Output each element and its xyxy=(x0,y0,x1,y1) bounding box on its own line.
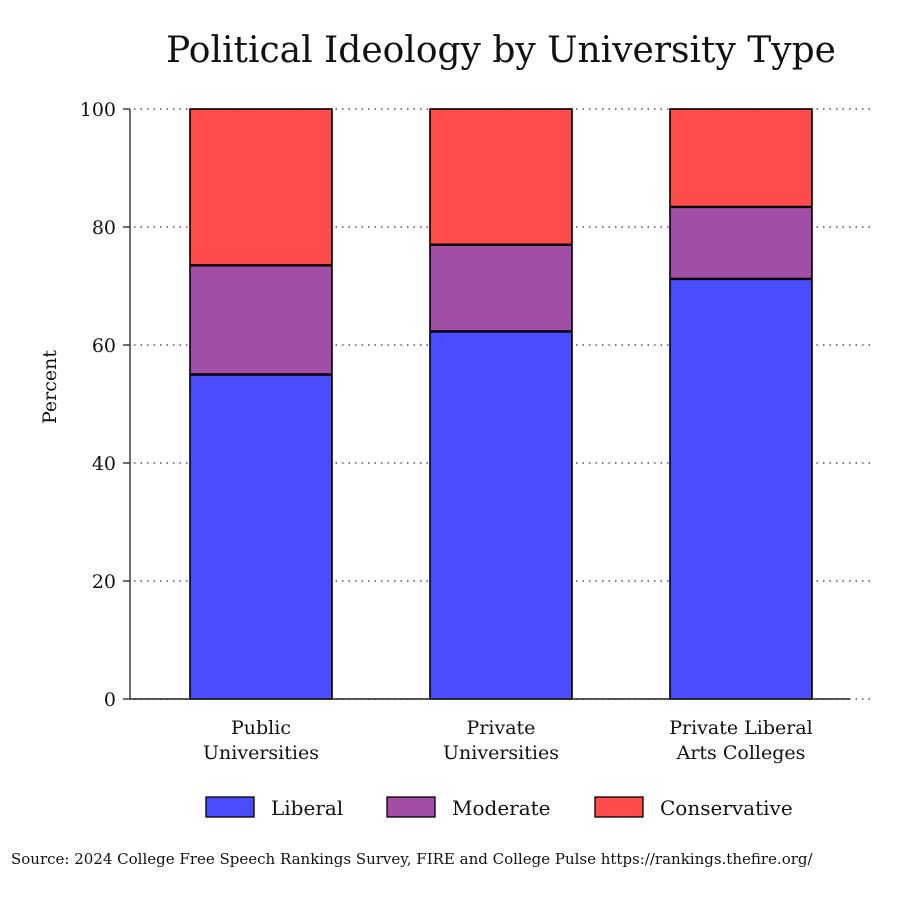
y-axis: 0 20 40 60 80 100 xyxy=(80,99,131,711)
bar-liberal-0 xyxy=(190,374,332,699)
bar-conservative-0 xyxy=(190,109,332,266)
source-note: Source: 2024 College Free Speech Ranking… xyxy=(11,850,813,868)
x-category-line: Arts Colleges xyxy=(676,742,806,764)
legend: Liberal Moderate Conservative xyxy=(205,796,793,820)
x-category-line: Private Liberal xyxy=(669,717,813,739)
x-category-label: Public Universities xyxy=(203,717,319,764)
bar-conservative-1 xyxy=(430,109,572,245)
y-tick-label: 100 xyxy=(80,99,116,121)
legend-label-moderate: Moderate xyxy=(452,796,551,820)
y-axis-title: Percent xyxy=(39,350,61,424)
legend-swatch-moderate xyxy=(386,796,436,818)
x-category-label: Private Universities xyxy=(443,717,559,764)
bar-moderate-0 xyxy=(190,265,332,375)
legend-label-conservative: Conservative xyxy=(660,796,793,820)
x-category-line: Private xyxy=(467,717,536,739)
bar-moderate-2 xyxy=(670,206,812,279)
bar-liberal-2 xyxy=(670,278,812,699)
y-tick-label: 20 xyxy=(92,571,116,593)
bar-conservative-2 xyxy=(670,109,812,207)
y-tick-label: 60 xyxy=(92,335,116,357)
x-category-line: Universities xyxy=(443,742,559,764)
legend-swatch-liberal xyxy=(205,796,255,818)
bar-liberal-1 xyxy=(430,331,572,699)
legend-label-liberal: Liberal xyxy=(271,796,343,820)
x-category-line: Universities xyxy=(203,742,319,764)
bar-moderate-1 xyxy=(430,244,572,332)
legend-swatch-conservative xyxy=(594,796,644,818)
x-category-label: Private Liberal Arts Colleges xyxy=(669,717,813,764)
chart-title: Political Ideology by University Type xyxy=(166,30,836,71)
y-tick-label: 80 xyxy=(92,217,116,239)
x-category-line: Public xyxy=(231,717,291,739)
y-tick-label: 40 xyxy=(92,453,116,475)
y-tick-label: 0 xyxy=(104,689,116,711)
bars xyxy=(189,108,813,700)
